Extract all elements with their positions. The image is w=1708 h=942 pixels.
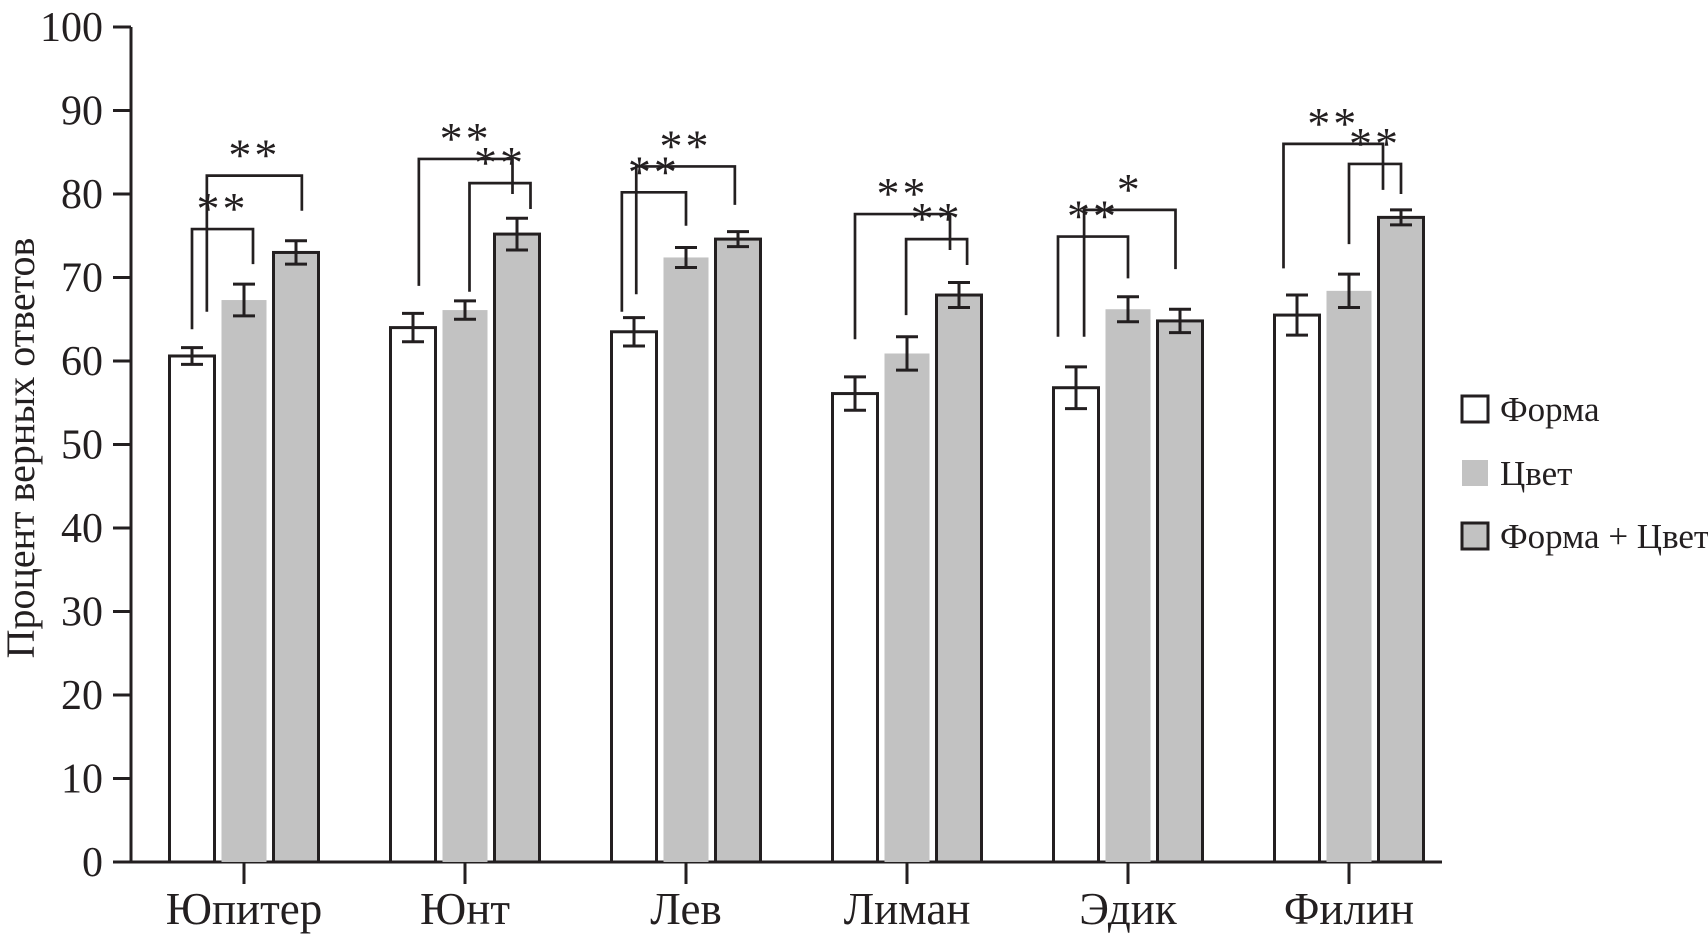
bar [714,237,762,864]
y-tick-label: 50 [61,423,103,469]
significance-label: ** [440,113,492,164]
x-category-label: Юнт [420,884,510,934]
bar [493,232,541,864]
bar [272,250,320,864]
bar [1156,319,1204,864]
y-tick-label: 40 [61,506,103,552]
bar [442,310,488,862]
x-category-label: Филин [1284,884,1414,934]
bar [1273,313,1321,864]
significance-bracket [853,212,952,340]
x-category-label: Лиман [844,884,971,934]
significance-bracket [1056,235,1130,337]
significance-label: ** [197,183,249,234]
significance-label: ** [1067,191,1119,242]
bar [1377,215,1425,864]
significance-bracket [634,165,737,295]
bar [168,354,216,864]
legend-swatch [1460,394,1490,424]
legend-label: Форма + Цвет [1500,517,1708,556]
y-tick-label: 80 [61,172,103,218]
significance-bracket [468,181,532,292]
significance-bracket [1082,208,1177,337]
y-tick-label: 90 [61,89,103,135]
significance-bracket [904,237,969,316]
legend-label: Форма [1500,390,1600,429]
y-tick-label: 0 [82,840,103,886]
legend-swatch [1460,521,1490,551]
bar [831,392,879,864]
significance-bracket [1347,162,1403,245]
significance-bracket [205,174,304,312]
significance-label: ** [1349,118,1401,169]
y-tick-label: 30 [61,590,103,636]
y-tick-label: 10 [61,757,103,803]
legend-swatch [1462,460,1488,486]
bar [663,257,709,863]
significance-label: ** [228,130,280,181]
bar [935,293,983,864]
significance-label: ** [474,137,526,188]
bar [389,326,437,864]
significance-bracket [1282,142,1385,269]
bar [1105,309,1151,863]
bar [610,330,658,864]
bar [1326,290,1372,862]
significance-bracket [620,190,688,312]
significance-label: ** [1307,98,1359,149]
x-category-label: Эдик [1079,884,1177,934]
x-category-label: Лев [650,884,721,934]
significance-bracket [417,157,514,286]
significance-label: ** [911,193,963,244]
bar [221,300,267,862]
y-tick-label: 60 [61,339,103,385]
y-tick-label: 70 [61,256,103,302]
significance-bracket [190,227,255,330]
significance-label: ** [660,120,712,171]
x-category-label: Юпитер [166,884,323,934]
y-tick-label: 100 [40,5,103,51]
bar [884,353,930,862]
significance-label: ** [877,168,929,219]
significance-label: * [1117,164,1143,215]
y-tick-label: 20 [61,673,103,719]
legend-label: Цвет [1500,454,1572,493]
y-axis-title: Процент верных ответов [0,238,43,659]
bar [1052,386,1100,864]
